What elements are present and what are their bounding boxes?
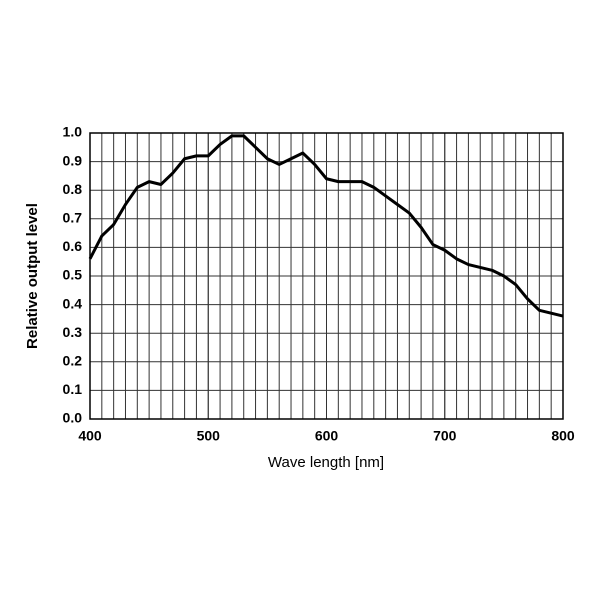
y-tick-label: 0.6	[63, 238, 83, 254]
x-tick-label: 600	[315, 428, 339, 444]
y-tick-label: 0.4	[63, 295, 83, 311]
plot-frame	[89, 132, 564, 420]
y-tick-label: 0.7	[63, 210, 83, 226]
line	[88, 134, 564, 318]
x-tick-label: 500	[197, 428, 221, 444]
y-tick-label: 0.8	[63, 181, 83, 197]
x-axis-title: Wave length [nm]	[268, 454, 384, 471]
y-tick-label: 0.1	[63, 381, 83, 397]
y-tick-label: 0.9	[63, 152, 83, 168]
x-tick-label: 800	[551, 428, 575, 444]
y-axis-title: Relative output level	[24, 203, 41, 349]
x-tick-label: 700	[433, 428, 457, 444]
y-tick-label: 0.0	[63, 410, 83, 426]
y-tick-label: 1.0	[63, 124, 83, 140]
x-tick-label: 400	[78, 428, 102, 444]
y-tick-label: 0.3	[63, 324, 83, 340]
y-tick-label: 0.2	[63, 353, 83, 369]
y-tick-label: 0.5	[63, 267, 83, 283]
